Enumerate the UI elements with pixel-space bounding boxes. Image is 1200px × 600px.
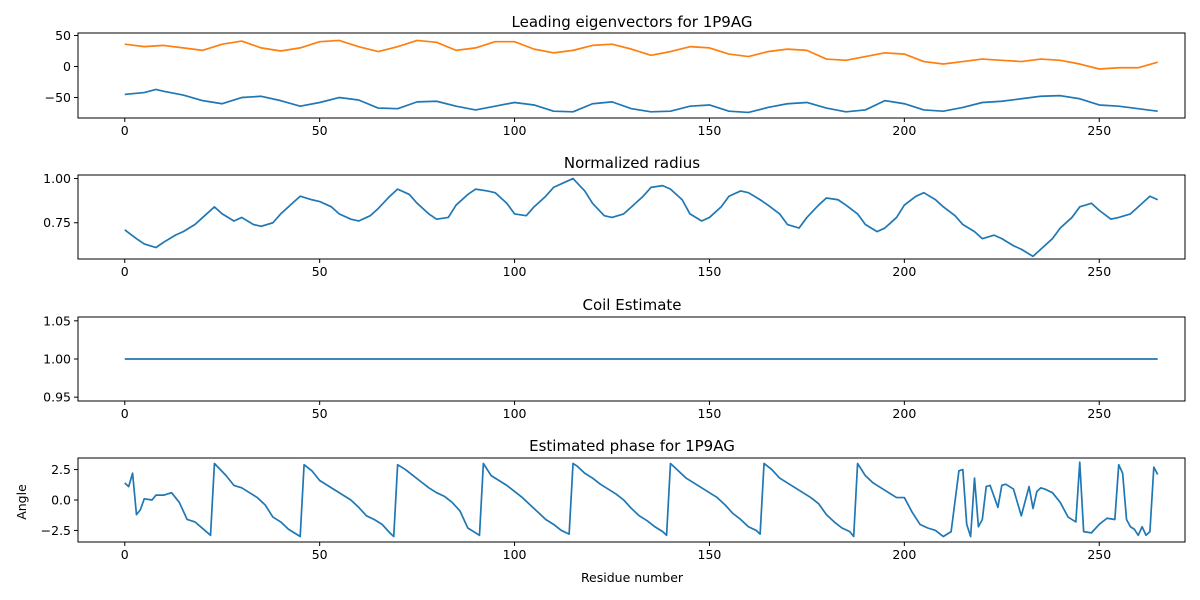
xtick-label: 200	[892, 123, 916, 138]
ytick-0-0: 0.0	[51, 493, 71, 508]
panel-coil-estimate: Coil Estimate 0 50 100 150 200 250 1.05 1.00 0.9…	[43, 296, 1186, 421]
ytick-minus-50: −50	[45, 90, 71, 105]
axes-frame	[77, 32, 1186, 119]
ytick-1-05: 1.05	[43, 313, 71, 328]
panel-4-axes: 0 50 100 150 200 250 2.5 0.0 −2.5	[41, 457, 1186, 562]
series-line-1	[124, 461, 1159, 538]
panel-4-title: Estimated phase for 1P9AG	[529, 437, 735, 455]
panel-normalized-radius: Normalized radius 0 50 100 150 200 250 1.00 0.7…	[43, 154, 1186, 279]
xtick-label: 50	[312, 123, 328, 138]
panel-estimated-phase: Estimated phase for 1P9AG 0 50 100 150 200 25…	[14, 437, 1186, 585]
panel-eigenvectors: Leading eigenvectors for 1P9AG 0 50 100 150…	[45, 13, 1186, 138]
xtick-label: 250	[1087, 123, 1111, 138]
ytick-0-75: 0.75	[43, 215, 71, 230]
xtick-label: 150	[698, 547, 722, 562]
xtick-label: 100	[503, 547, 527, 562]
axes-frame	[77, 174, 1186, 260]
x-axis-label: Residue number	[581, 570, 684, 585]
xtick-label: 0	[121, 264, 129, 279]
xtick-label: 50	[312, 264, 328, 279]
panel-1-title: Leading eigenvectors for 1P9AG	[512, 13, 753, 31]
ytick-2-5: 2.5	[51, 462, 71, 477]
series-line-2	[124, 39, 1158, 70]
xtick-label: 200	[892, 406, 916, 421]
panel-2-title: Normalized radius	[564, 154, 700, 172]
panel-3-axes: 0 50 100 150 200 250 1.05 1.00 0.95	[43, 313, 1186, 421]
panel-2-axes: 0 50 100 150 200 250 1.00 0.75	[43, 171, 1186, 279]
ytick-0-95: 0.95	[43, 390, 71, 405]
xtick-label: 150	[698, 123, 722, 138]
xtick-label: 0	[121, 123, 129, 138]
ytick-50: 50	[55, 28, 71, 43]
series-line-1	[124, 88, 1158, 114]
xtick-label: 0	[121, 547, 129, 562]
xtick-label: 200	[892, 264, 916, 279]
ytick-minus-2-5: −2.5	[41, 523, 71, 538]
xtick-label: 100	[503, 123, 527, 138]
xtick-label: 200	[892, 547, 916, 562]
xtick-label: 50	[312, 547, 328, 562]
panel-1-axes: 0 50 100 150 200 250 50 0 −50	[45, 28, 1186, 138]
ytick-0: 0	[63, 59, 71, 74]
panel-3-title: Coil Estimate	[582, 296, 681, 314]
ytick-1-00: 1.00	[43, 171, 71, 186]
y-axis-label: Angle	[14, 484, 29, 520]
series-line-1	[124, 177, 1159, 258]
xtick-label: 250	[1087, 406, 1111, 421]
xtick-label: 150	[698, 264, 722, 279]
xtick-label: 0	[121, 406, 129, 421]
xtick-label: 250	[1087, 547, 1111, 562]
xtick-label: 100	[503, 264, 527, 279]
xtick-label: 150	[698, 406, 722, 421]
xtick-label: 50	[312, 406, 328, 421]
xtick-label: 250	[1087, 264, 1111, 279]
xtick-label: 100	[503, 406, 527, 421]
ytick-1-00: 1.00	[43, 352, 71, 367]
